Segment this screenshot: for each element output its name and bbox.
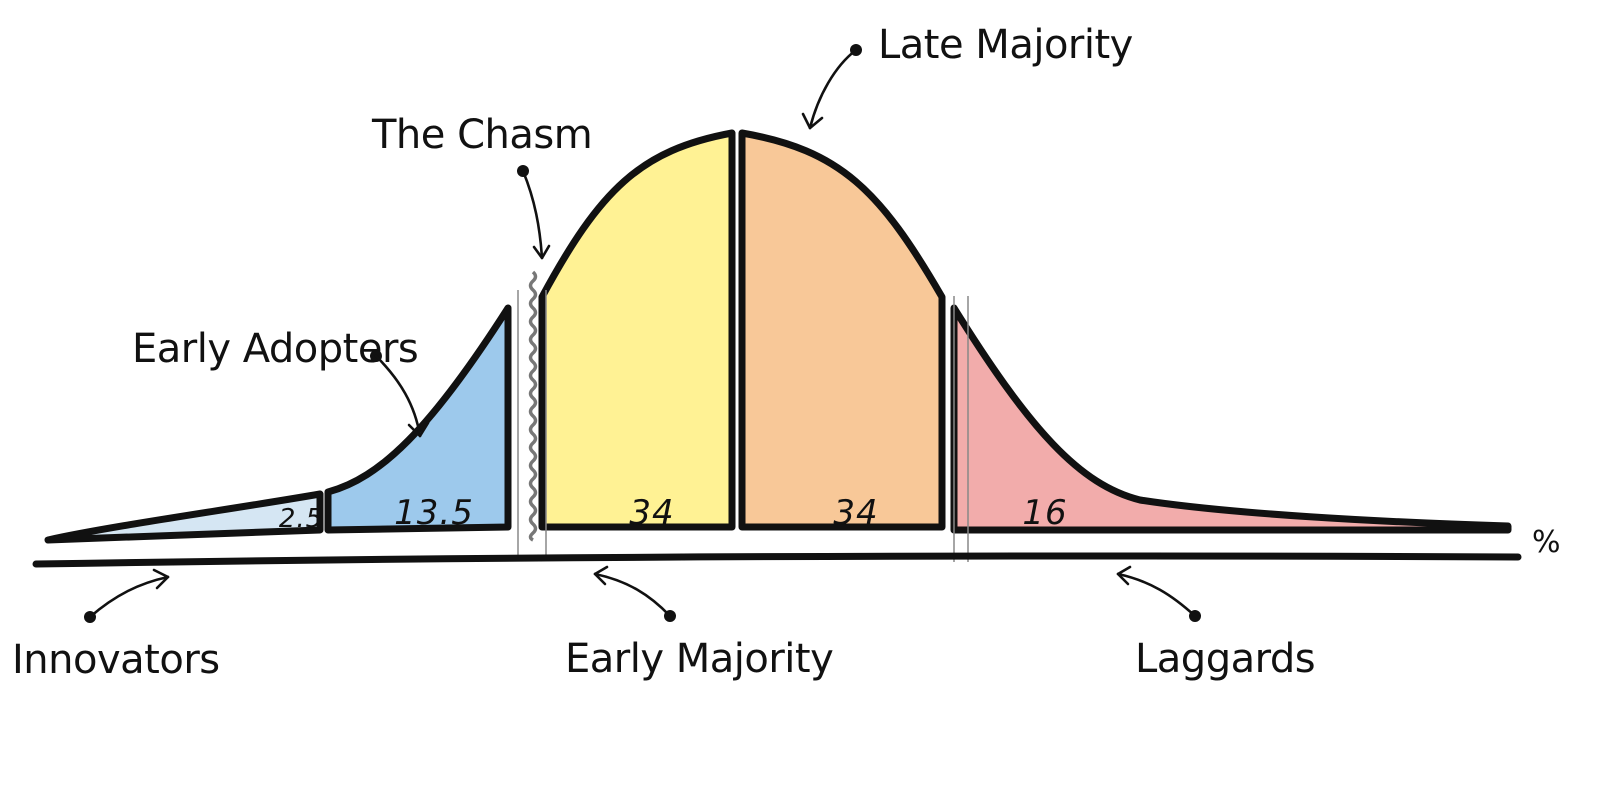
late-majority-label: Late Majority	[878, 22, 1133, 68]
innovators-segment	[44, 490, 324, 544]
chasm-pointer	[517, 165, 551, 260]
innovators-value: 2.5	[279, 504, 323, 534]
laggards-segment	[950, 304, 1512, 534]
early-majority-label: Early Majority	[565, 636, 833, 682]
laggards-pointer	[1116, 565, 1201, 622]
early-majority-pointer	[593, 565, 676, 622]
chasm-squiggle	[528, 270, 538, 542]
early-adopters-value: 13.5	[394, 493, 474, 533]
early-adopters-label: Early Adopters	[132, 326, 418, 372]
early-majority-value: 34	[629, 493, 674, 533]
laggards-value: 16	[1022, 493, 1067, 533]
early-majority-segment	[538, 129, 736, 531]
laggards-label: Laggards	[1135, 636, 1315, 682]
axis-baseline	[32, 552, 1522, 568]
late-majority-segment	[738, 129, 946, 531]
chasm-label: The Chasm	[371, 112, 592, 158]
late-majority-value: 34	[833, 493, 878, 533]
early-adopters-segment	[324, 304, 512, 534]
late-majority-pointer	[801, 44, 862, 130]
early-adopters-pointer	[370, 350, 430, 438]
innovators-pointer	[84, 568, 170, 623]
axis-unit: %	[1532, 525, 1561, 560]
innovators-label: Innovators	[12, 637, 220, 683]
